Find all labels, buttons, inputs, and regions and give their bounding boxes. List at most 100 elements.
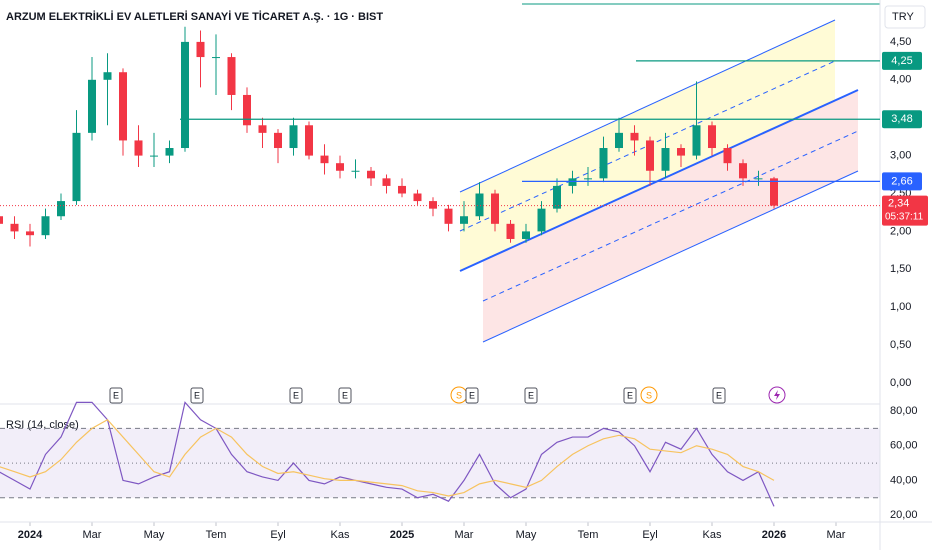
candle-body	[398, 185, 406, 194]
candle	[41, 208, 50, 239]
currency-box[interactable]	[884, 5, 926, 29]
event-icon	[190, 387, 204, 404]
candle-body	[367, 170, 375, 179]
event-icon	[465, 387, 479, 404]
candle	[677, 144, 685, 167]
event-label: E	[716, 390, 722, 400]
candle-body	[615, 132, 623, 149]
candle-body	[150, 155, 158, 157]
candle	[429, 197, 437, 217]
level-badge	[882, 110, 922, 129]
y-tick-label: 1,50	[890, 263, 911, 275]
candle-body	[212, 57, 220, 59]
x-tick-label: Tem	[578, 529, 599, 541]
candle-body	[568, 178, 577, 186]
candle	[568, 170, 577, 194]
rsi-title: RSI (14, close)	[6, 419, 79, 431]
candle	[10, 216, 19, 239]
candle-body	[444, 208, 453, 224]
level-label: 4,25	[891, 55, 912, 67]
candle-body	[646, 140, 654, 171]
candle-body	[119, 72, 127, 141]
x-tick-label: 2025	[390, 529, 414, 541]
candle	[382, 174, 391, 194]
lower-channel-fill	[483, 90, 858, 342]
x-tick-label: Kas	[331, 529, 350, 541]
candle-body	[677, 148, 685, 156]
candle-body	[599, 148, 608, 179]
event-icon	[109, 387, 123, 404]
candle-body	[26, 231, 34, 236]
candle-body	[429, 201, 437, 209]
candle	[599, 136, 608, 183]
candle	[336, 155, 344, 179]
y-tick-label: 60,00	[890, 440, 918, 452]
candle	[150, 132, 158, 167]
y-tick-label: 2,00	[890, 225, 911, 237]
candle-body	[522, 231, 530, 239]
candle-body	[351, 170, 360, 172]
candle-body	[320, 155, 329, 164]
candle-body	[584, 178, 592, 180]
candle-body	[692, 125, 701, 156]
candle-body	[460, 216, 468, 224]
candle-body	[506, 223, 515, 239]
event-icon	[338, 387, 352, 404]
candle-body	[243, 94, 251, 126]
candle	[165, 140, 174, 164]
event-label: S	[646, 390, 652, 400]
event-icon	[524, 387, 538, 404]
candle	[692, 81, 701, 160]
candle-body	[770, 178, 778, 206]
event-icon	[712, 387, 726, 404]
candle-body	[165, 148, 174, 156]
candle	[320, 144, 329, 175]
candle-body	[258, 125, 267, 133]
candle-body	[274, 132, 282, 149]
candle	[134, 125, 143, 167]
candle	[413, 189, 422, 205]
candle	[444, 204, 453, 232]
event-label: E	[627, 390, 633, 400]
y-tick-label: 0,00	[890, 377, 911, 389]
x-tick-label: Kas	[703, 529, 722, 541]
candle	[103, 53, 112, 126]
event-label: E	[469, 390, 475, 400]
x-tick-label: 2024	[18, 529, 43, 541]
candle	[227, 53, 236, 111]
x-tick-label: Mar	[83, 529, 102, 541]
candle	[661, 132, 670, 179]
last-price-badge	[882, 195, 928, 226]
y-tick-label: 0,50	[890, 339, 911, 351]
candle	[119, 68, 127, 156]
candle	[630, 125, 639, 156]
x-tick-label: Eyl	[642, 529, 657, 541]
candle	[305, 121, 313, 160]
rsi-line	[0, 418, 775, 497]
candle-body	[181, 41, 189, 149]
candle-body	[723, 148, 732, 164]
candle-body	[382, 178, 391, 186]
event-label: E	[293, 390, 299, 400]
dividend-icon[interactable]	[768, 386, 786, 404]
y-tick-label: 80,00	[890, 405, 918, 417]
candle	[0, 216, 3, 224]
candle-body	[289, 125, 298, 149]
y-tick-label: 40,00	[890, 474, 918, 486]
candle-body	[661, 148, 670, 171]
candle	[460, 201, 468, 232]
candle-body	[134, 140, 143, 156]
candle-body	[196, 41, 205, 58]
level-label: 3,48	[891, 113, 912, 125]
candle	[289, 117, 298, 156]
candle-body	[708, 125, 716, 149]
level-badge	[882, 172, 922, 191]
candle-body	[72, 132, 81, 202]
level-label: 2,66	[891, 175, 912, 187]
candle-body	[227, 57, 236, 95]
candle	[398, 178, 406, 198]
event-icon	[289, 387, 303, 404]
y-tick-label: 20,00	[890, 509, 918, 521]
candle	[553, 178, 561, 213]
